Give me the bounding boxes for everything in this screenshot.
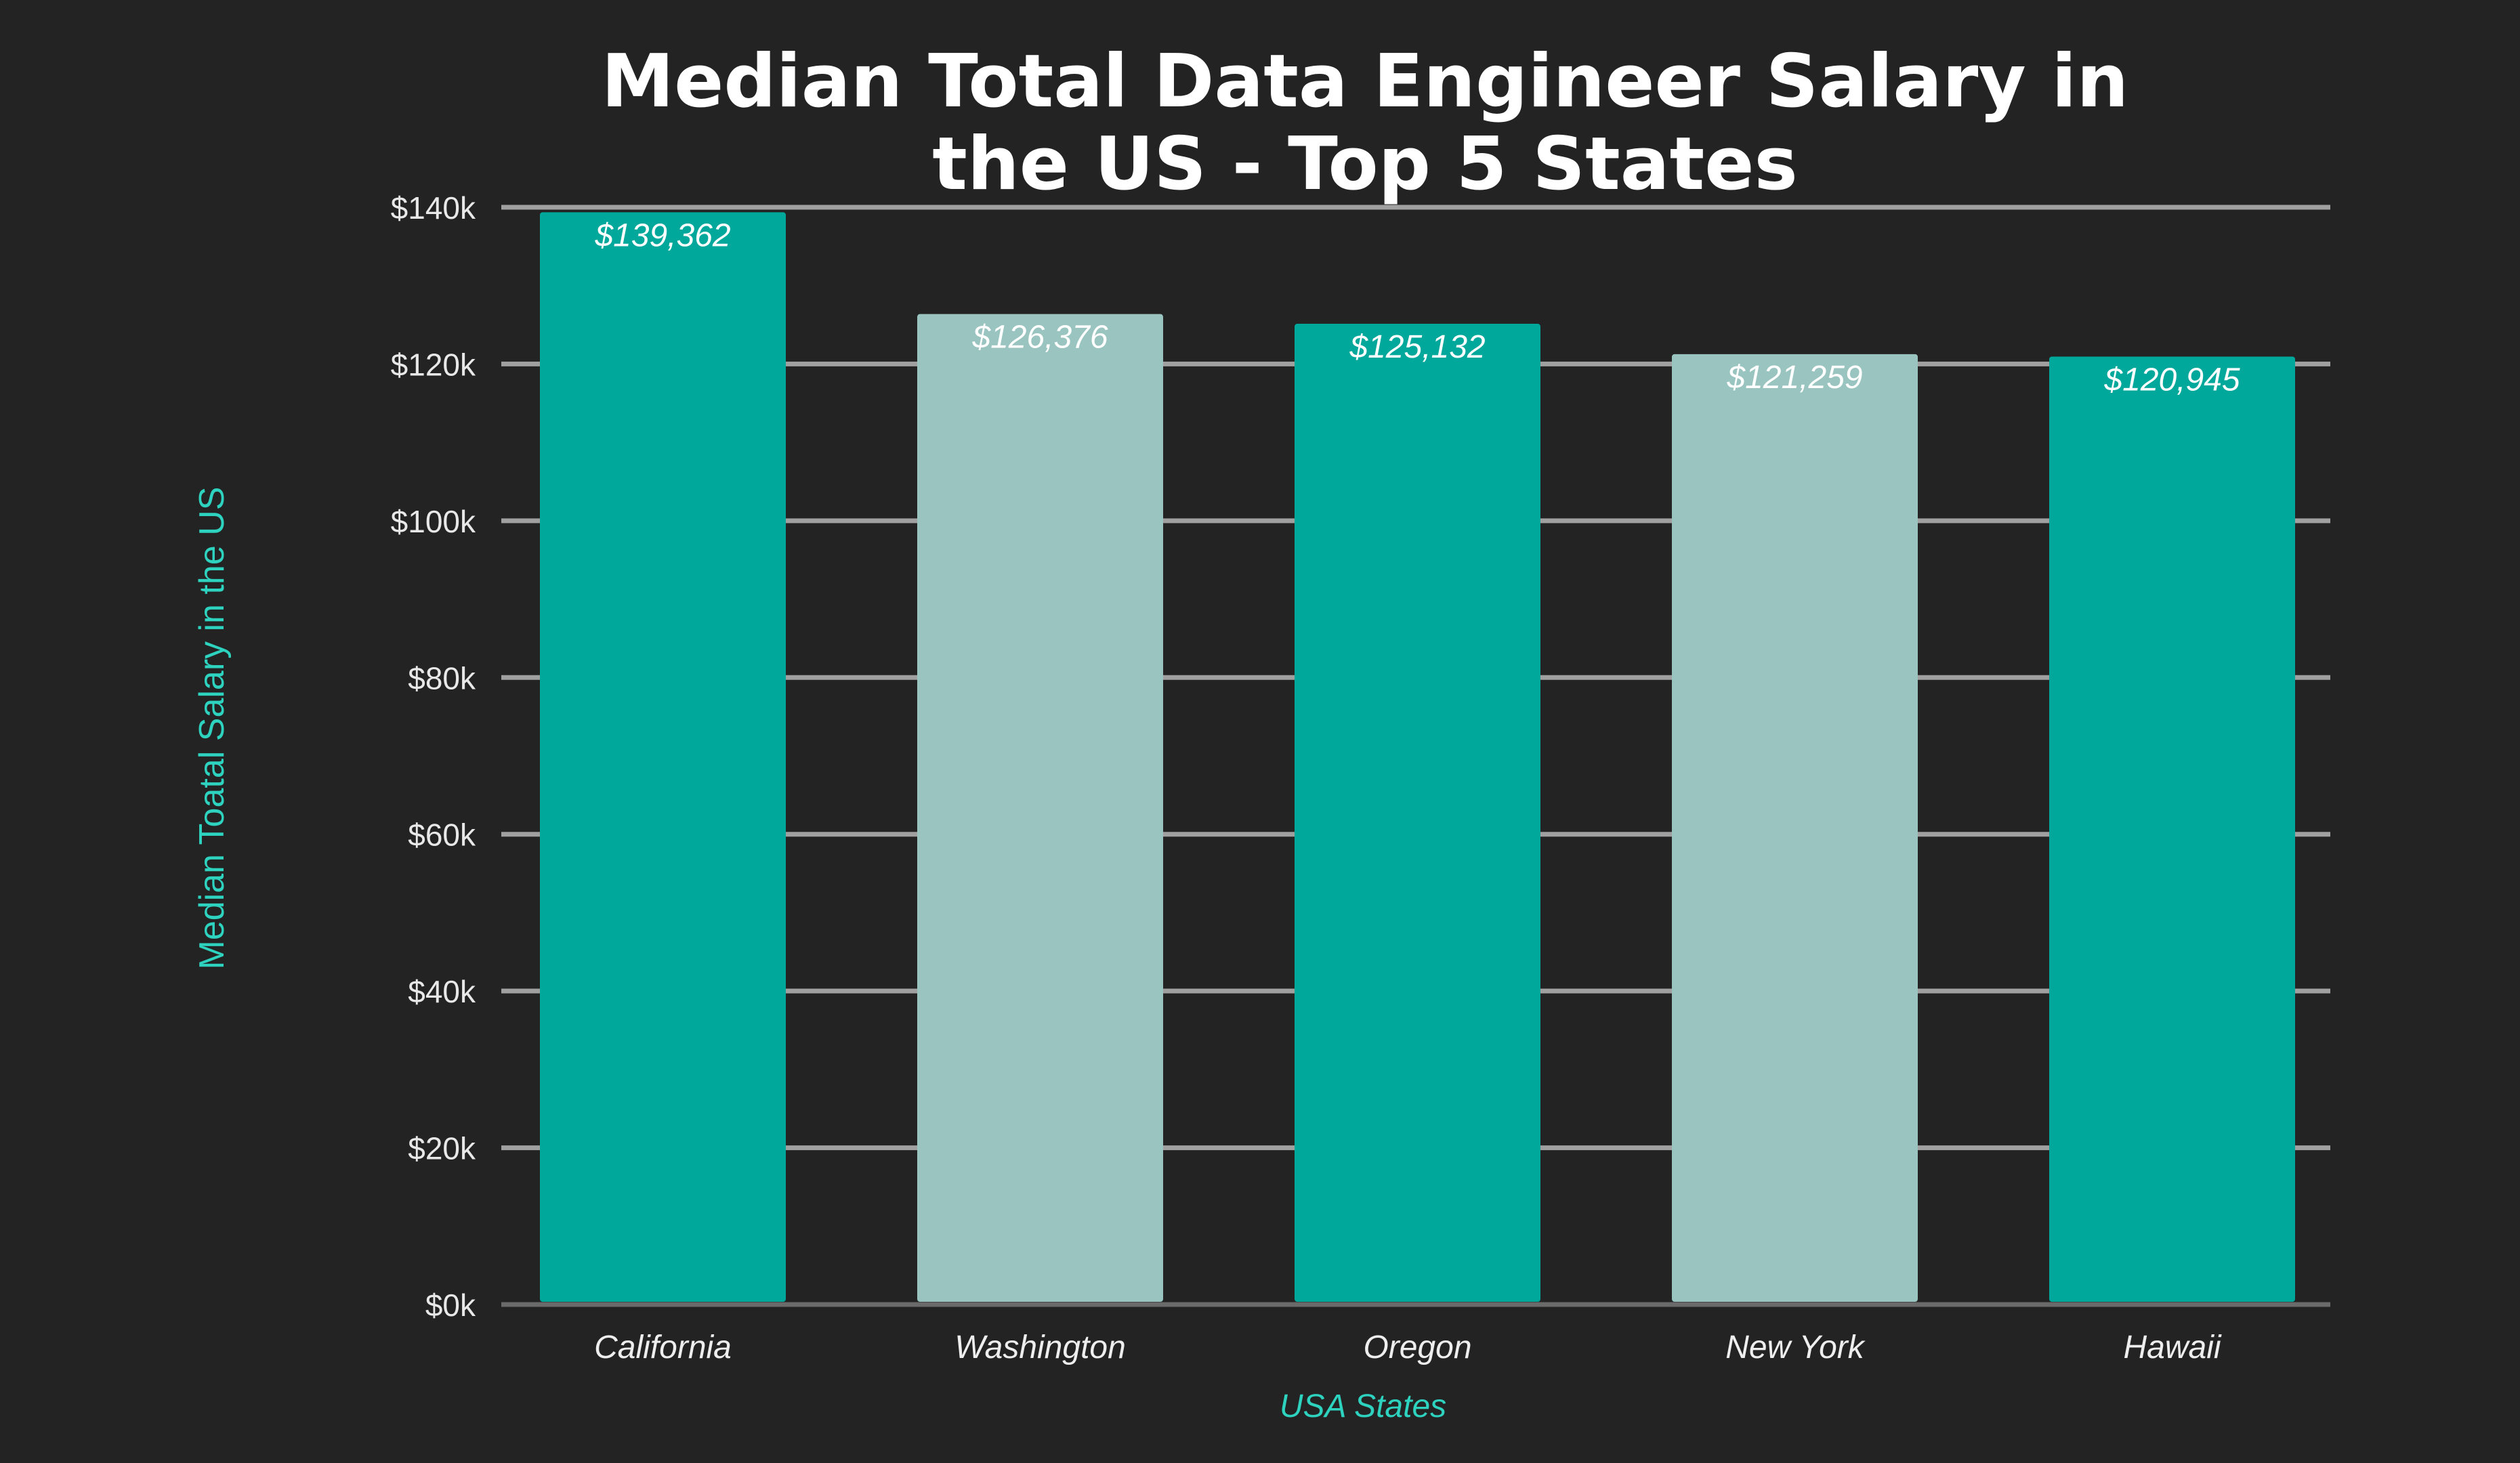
data-label: $126,376 <box>971 320 1108 356</box>
x-tick-label: Oregon <box>1363 1330 1471 1365</box>
x-tick-label: Washington <box>954 1330 1126 1365</box>
bar-hawaii <box>2049 356 2295 1302</box>
y-tick-label: $20k <box>408 1131 476 1166</box>
bar-washington <box>917 314 1163 1302</box>
y-tick-label: $140k <box>391 190 476 226</box>
y-tick-label: $40k <box>408 974 476 1009</box>
data-label: $121,259 <box>1726 360 1862 396</box>
y-tick-label: $60k <box>408 818 476 853</box>
x-tick-label: California <box>594 1330 732 1365</box>
chart-title-line-1: Median Total Data Engineer Salary in <box>601 39 2129 124</box>
y-axis-label: Median Toatal Salary in the US <box>192 487 232 970</box>
x-tick-label: Hawaii <box>2123 1330 2221 1365</box>
y-tick-label: $0k <box>425 1288 476 1323</box>
y-tick-label: $80k <box>408 660 476 696</box>
y-tick-label: $120k <box>391 347 476 382</box>
y-tick-label: $100k <box>391 504 476 539</box>
bar-new-york <box>1672 354 1918 1302</box>
data-label: $125,132 <box>1349 329 1485 365</box>
data-label: $120,945 <box>2103 362 2240 398</box>
bar-oregon <box>1295 324 1540 1302</box>
x-tick-label: New York <box>1725 1330 1866 1365</box>
data-label: $139,362 <box>594 217 730 253</box>
chart-title: Median Total Data Engineer Salary in the… <box>0 41 2520 206</box>
bar-california <box>540 212 786 1302</box>
x-axis-label: USA States <box>1280 1388 1446 1424</box>
chart-title-line-2: the US - Top 5 States <box>932 122 1798 207</box>
